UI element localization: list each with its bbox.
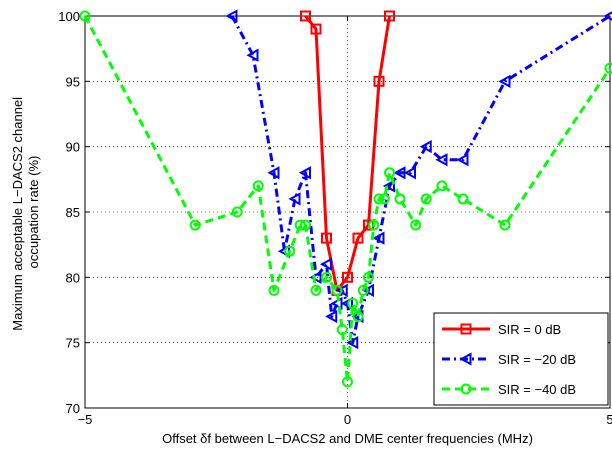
data-point bbox=[498, 74, 511, 88]
legend-marker bbox=[460, 383, 472, 395]
series-line bbox=[304, 15, 391, 292]
legend: SIR = 0 dB SIR = −20 dB SIR = −40 dB bbox=[433, 312, 609, 406]
y-tick-label: 70 bbox=[66, 401, 80, 416]
data-point bbox=[336, 324, 348, 336]
data-point bbox=[352, 232, 364, 244]
data-point bbox=[384, 10, 395, 22]
data-point bbox=[79, 10, 91, 22]
data-point bbox=[372, 231, 385, 245]
series-line bbox=[83, 15, 612, 384]
legend-marker bbox=[459, 352, 472, 366]
x-tick-label: 0 bbox=[344, 412, 351, 427]
data-point bbox=[410, 219, 422, 231]
data-point bbox=[373, 75, 385, 87]
legend-item: SIR = −20 dB bbox=[442, 352, 576, 367]
data-point bbox=[361, 283, 374, 298]
y-tick-label: 90 bbox=[66, 140, 80, 155]
legend-label: SIR = −20 dB bbox=[498, 352, 576, 367]
data-point bbox=[403, 166, 416, 180]
data-point bbox=[384, 167, 395, 179]
data-point bbox=[457, 193, 469, 205]
data-series bbox=[79, 9, 612, 388]
data-point bbox=[321, 271, 332, 283]
data-point bbox=[436, 180, 448, 192]
data-point bbox=[267, 166, 280, 180]
data-point bbox=[499, 219, 511, 231]
data-point bbox=[382, 179, 395, 193]
data-point bbox=[419, 140, 432, 154]
data-point bbox=[294, 219, 306, 231]
data-point bbox=[352, 311, 364, 323]
series-3 bbox=[79, 10, 612, 388]
series-1 bbox=[300, 10, 395, 296]
data-point bbox=[363, 271, 374, 283]
data-point bbox=[298, 166, 311, 180]
data-point bbox=[435, 153, 448, 167]
data-point bbox=[378, 193, 390, 205]
data-point bbox=[252, 180, 264, 192]
data-point bbox=[335, 283, 348, 298]
x-tick-label: −5 bbox=[78, 412, 93, 427]
data-point bbox=[319, 257, 332, 271]
data-point bbox=[325, 309, 338, 324]
y-tick-label: 80 bbox=[66, 270, 80, 285]
legend-item: SIR = −40 dB bbox=[442, 382, 576, 397]
y-axis-label: Maximum acceptable L−DACS2 channel occup… bbox=[10, 93, 41, 330]
data-point bbox=[268, 284, 280, 296]
data-point bbox=[346, 336, 359, 350]
data-point bbox=[246, 48, 259, 62]
data-point bbox=[420, 193, 432, 205]
data-point bbox=[300, 10, 311, 22]
data-point bbox=[331, 284, 343, 296]
data-point bbox=[225, 9, 238, 23]
y-axis-label-line-2: occupation rate (%) bbox=[26, 156, 41, 269]
data-point bbox=[342, 376, 353, 388]
x-axis-label: Offset δf between L−DACS2 and DME center… bbox=[162, 431, 533, 446]
data-point bbox=[284, 245, 296, 257]
data-point bbox=[189, 219, 201, 231]
data-point bbox=[603, 11, 612, 21]
data-point bbox=[321, 232, 332, 244]
legend-marker bbox=[460, 323, 472, 335]
y-tick-label: 100 bbox=[58, 9, 80, 24]
data-point bbox=[357, 284, 369, 296]
data-point bbox=[368, 219, 380, 231]
y-axis-label-line-1: Maximum acceptable L−DACS2 channel bbox=[10, 97, 25, 331]
y-tick-label: 95 bbox=[66, 74, 80, 89]
data-point bbox=[288, 192, 301, 206]
legend-label: SIR = −40 dB bbox=[498, 382, 576, 397]
data-point bbox=[310, 23, 322, 35]
y-tick-label: 85 bbox=[66, 205, 80, 220]
series-2 bbox=[225, 9, 612, 350]
axis-ticks: −5 0 5 70 75 80 85 90 95 100 bbox=[58, 9, 612, 427]
data-point bbox=[347, 297, 359, 309]
data-point bbox=[394, 193, 406, 205]
legend-label: SIR = 0 dB bbox=[498, 322, 561, 337]
data-point bbox=[309, 270, 322, 284]
legend-item: SIR = 0 dB bbox=[442, 322, 561, 337]
data-point bbox=[456, 153, 469, 167]
series-line bbox=[230, 14, 611, 345]
y-tick-label: 75 bbox=[66, 336, 80, 351]
data-point bbox=[373, 193, 385, 205]
data-point bbox=[342, 271, 353, 283]
data-point bbox=[231, 206, 243, 218]
data-point bbox=[310, 284, 322, 296]
data-point bbox=[300, 219, 311, 231]
data-point bbox=[604, 62, 612, 74]
x-tick-label: 5 bbox=[606, 412, 612, 427]
data-point bbox=[340, 296, 353, 311]
